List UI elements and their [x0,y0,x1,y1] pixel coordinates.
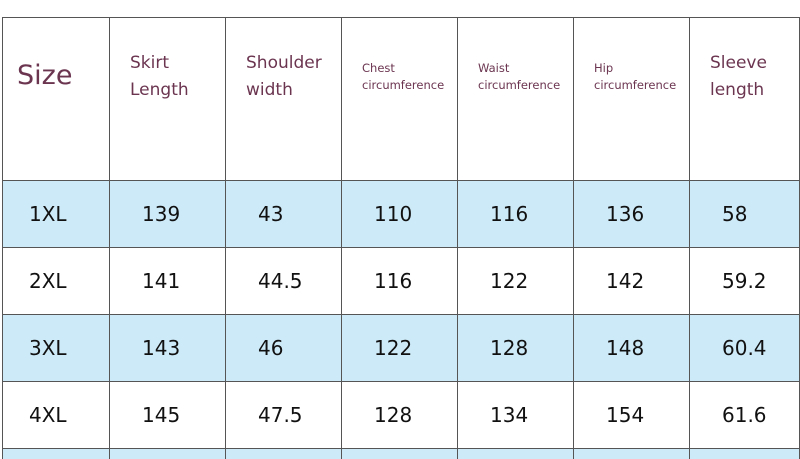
header-line: Skirt [130,50,225,77]
measurement-cell: 145 [110,382,226,449]
size-cell: 1XL [3,181,110,248]
measurement-cell: 59.2 [690,248,800,315]
cell [3,449,110,459]
measurement-cell: 61.6 [690,382,800,449]
measurement-cell: 143 [110,315,226,382]
measurement-cell: 116 [458,181,574,248]
header-line: length [710,77,799,104]
cell [690,449,800,459]
measurement-cell: 60.4 [690,315,800,382]
table-row-partial [3,449,800,459]
measurement-cell: 122 [458,248,574,315]
measurement-cell: 136 [574,181,690,248]
header-line: Waist [478,60,573,77]
header-line: circumference [478,77,573,94]
measurement-cell: 46 [226,315,342,382]
measurement-cell: 110 [342,181,458,248]
cell [574,449,690,459]
size-cell: 3XL [3,315,110,382]
header-line: Sleeve [710,50,799,77]
measurement-cell: 141 [110,248,226,315]
measurement-cell: 142 [574,248,690,315]
header-line: Length [130,77,225,104]
cell [110,449,226,459]
header-line: width [246,77,341,104]
header-size: Size [3,18,110,181]
cell [458,449,574,459]
header-line: circumference [362,77,457,94]
measurement-cell: 128 [458,315,574,382]
cell [342,449,458,459]
measurement-cell: 116 [342,248,458,315]
cell [226,449,342,459]
measurement-cell: 44.5 [226,248,342,315]
size-cell: 2XL [3,248,110,315]
measurement-cell: 47.5 [226,382,342,449]
header-line: Hip [594,60,689,77]
measurement-cell: 43 [226,181,342,248]
measurement-cell: 128 [342,382,458,449]
header-line: Chest [362,60,457,77]
size-cell: 4XL [3,382,110,449]
measurement-cell: 134 [458,382,574,449]
measurement-cell: 148 [574,315,690,382]
measurement-cell: 122 [342,315,458,382]
header-line: Shoulder [246,50,341,77]
header-line: circumference [594,77,689,94]
measurement-cell: 154 [574,382,690,449]
measurement-cell: 139 [110,181,226,248]
measurement-cell: 58 [690,181,800,248]
